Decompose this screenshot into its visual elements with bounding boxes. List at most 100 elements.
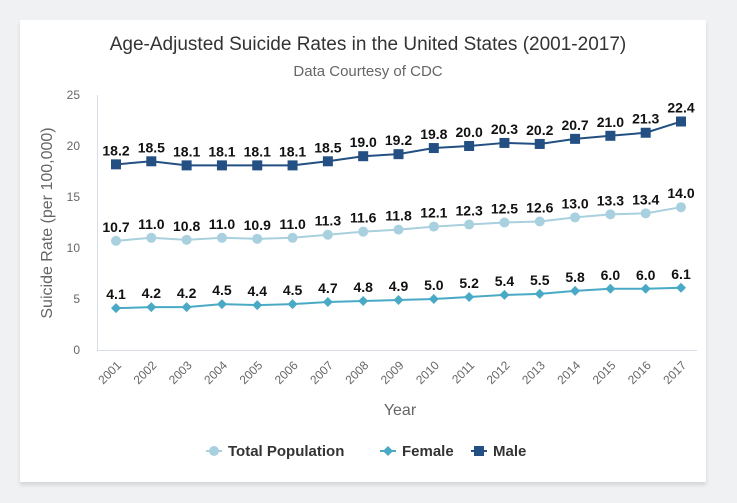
data-label: 20.3	[491, 121, 518, 137]
data-label: 21.0	[597, 114, 624, 130]
data-point	[287, 160, 298, 171]
y-tick-label: 15	[67, 190, 81, 204]
series-total-population: 10.7 11.0 10.8 11.0 10.9 11.0 11.3 11.6 11.8 12.1…	[102, 185, 695, 246]
data-point	[322, 297, 333, 308]
data-point	[252, 300, 263, 311]
x-tick-label: 2010	[413, 358, 442, 387]
x-tick-label: 2009	[378, 358, 407, 387]
x-axis-title: Year	[384, 402, 417, 419]
legend-item-male[interactable]: Male	[471, 443, 526, 460]
data-label: 11.6	[350, 210, 377, 226]
data-label: 22.4	[667, 100, 694, 116]
data-label: 6.0	[636, 267, 656, 283]
data-label: 5.8	[565, 269, 585, 285]
data-point	[393, 149, 404, 160]
data-point	[393, 224, 404, 235]
data-point	[464, 291, 475, 302]
data-point	[676, 282, 686, 293]
data-label: 12.1	[420, 205, 447, 221]
data-point	[181, 302, 192, 313]
data-point	[676, 116, 686, 127]
data-point	[287, 299, 298, 310]
chart-title: Age-Adjusted Suicide Rates in the United…	[110, 34, 626, 55]
data-label: 4.5	[283, 282, 303, 298]
legend-item-total-population[interactable]: Total Population	[206, 443, 344, 460]
x-tick-label: 2006	[272, 358, 301, 387]
data-point	[499, 137, 510, 148]
data-point	[534, 216, 545, 227]
y-tick-label: 0	[73, 343, 80, 357]
data-label: 5.4	[495, 273, 515, 289]
data-label: 5.0	[424, 277, 444, 293]
data-label: 13.0	[561, 195, 588, 211]
data-point	[534, 138, 545, 149]
data-label: 11.0	[209, 216, 236, 232]
data-label: 4.1	[106, 286, 126, 302]
data-point	[252, 233, 263, 244]
y-tick-label: 25	[67, 88, 81, 102]
data-label: 11.0	[279, 216, 306, 232]
data-point	[428, 221, 439, 232]
data-point	[570, 285, 581, 296]
data-label: 18.5	[314, 139, 341, 155]
data-point	[146, 302, 157, 313]
data-point	[358, 151, 369, 162]
x-tick-label: 2003	[166, 358, 195, 387]
chart-subtitle: Data Courtesy of CDC	[293, 63, 442, 80]
data-label: 11.8	[385, 208, 412, 224]
data-point	[216, 232, 227, 243]
chart-panel	[20, 20, 706, 482]
data-label: 20.0	[456, 124, 483, 140]
data-point	[358, 226, 369, 237]
data-point	[216, 160, 227, 171]
y-tick-label: 5	[73, 292, 80, 306]
data-point	[640, 283, 651, 294]
data-point	[393, 295, 404, 306]
legend-diamond-icon	[383, 446, 393, 456]
data-point	[640, 127, 651, 138]
data-point	[111, 235, 121, 246]
y-tick-label: 10	[67, 241, 81, 255]
data-label: 11.3	[315, 213, 342, 229]
data-label: 5.2	[459, 275, 479, 291]
series-female: 4.1 4.2 4.2 4.5 4.4 4.5 4.7 4.8 4.9 5.0 5.2 5.4 5.5 5…	[106, 266, 691, 314]
data-point	[570, 212, 581, 223]
data-label: 13.4	[632, 191, 659, 207]
data-point	[464, 219, 475, 230]
data-point	[640, 208, 651, 219]
data-point	[499, 289, 510, 300]
x-tick-label: 2015	[590, 358, 619, 387]
data-point	[428, 294, 439, 304]
data-point	[499, 217, 510, 228]
data-point	[676, 202, 686, 213]
data-label: 4.7	[318, 280, 338, 296]
data-label: 18.1	[208, 143, 235, 159]
data-label: 4.2	[177, 285, 197, 301]
data-point	[428, 143, 439, 154]
x-tick-label: 2012	[484, 358, 513, 387]
data-point	[358, 296, 369, 307]
x-tick-label: 2005	[237, 358, 266, 387]
data-label: 10.8	[173, 218, 200, 234]
data-label: 5.5	[530, 272, 550, 288]
data-label: 20.7	[561, 117, 588, 133]
data-point	[570, 133, 581, 144]
data-label: 19.8	[420, 126, 447, 142]
x-tick-label: 2001	[95, 358, 124, 387]
data-point	[181, 234, 192, 245]
data-label: 12.3	[456, 203, 483, 219]
data-label: 12.5	[491, 201, 518, 217]
data-label: 6.0	[601, 267, 621, 283]
x-tick-label: 2007	[307, 358, 336, 387]
data-label: 18.1	[244, 143, 271, 159]
data-label: 4.4	[248, 283, 268, 299]
legend-item-female[interactable]: Female	[380, 443, 454, 460]
x-tick-label: 2016	[625, 358, 654, 387]
data-point	[111, 159, 121, 170]
legend-square-icon	[474, 446, 484, 456]
data-point	[181, 160, 192, 171]
data-label: 11.0	[138, 216, 165, 232]
x-tick-label: 2017	[660, 358, 689, 387]
x-tick-label: 2011	[449, 358, 477, 386]
